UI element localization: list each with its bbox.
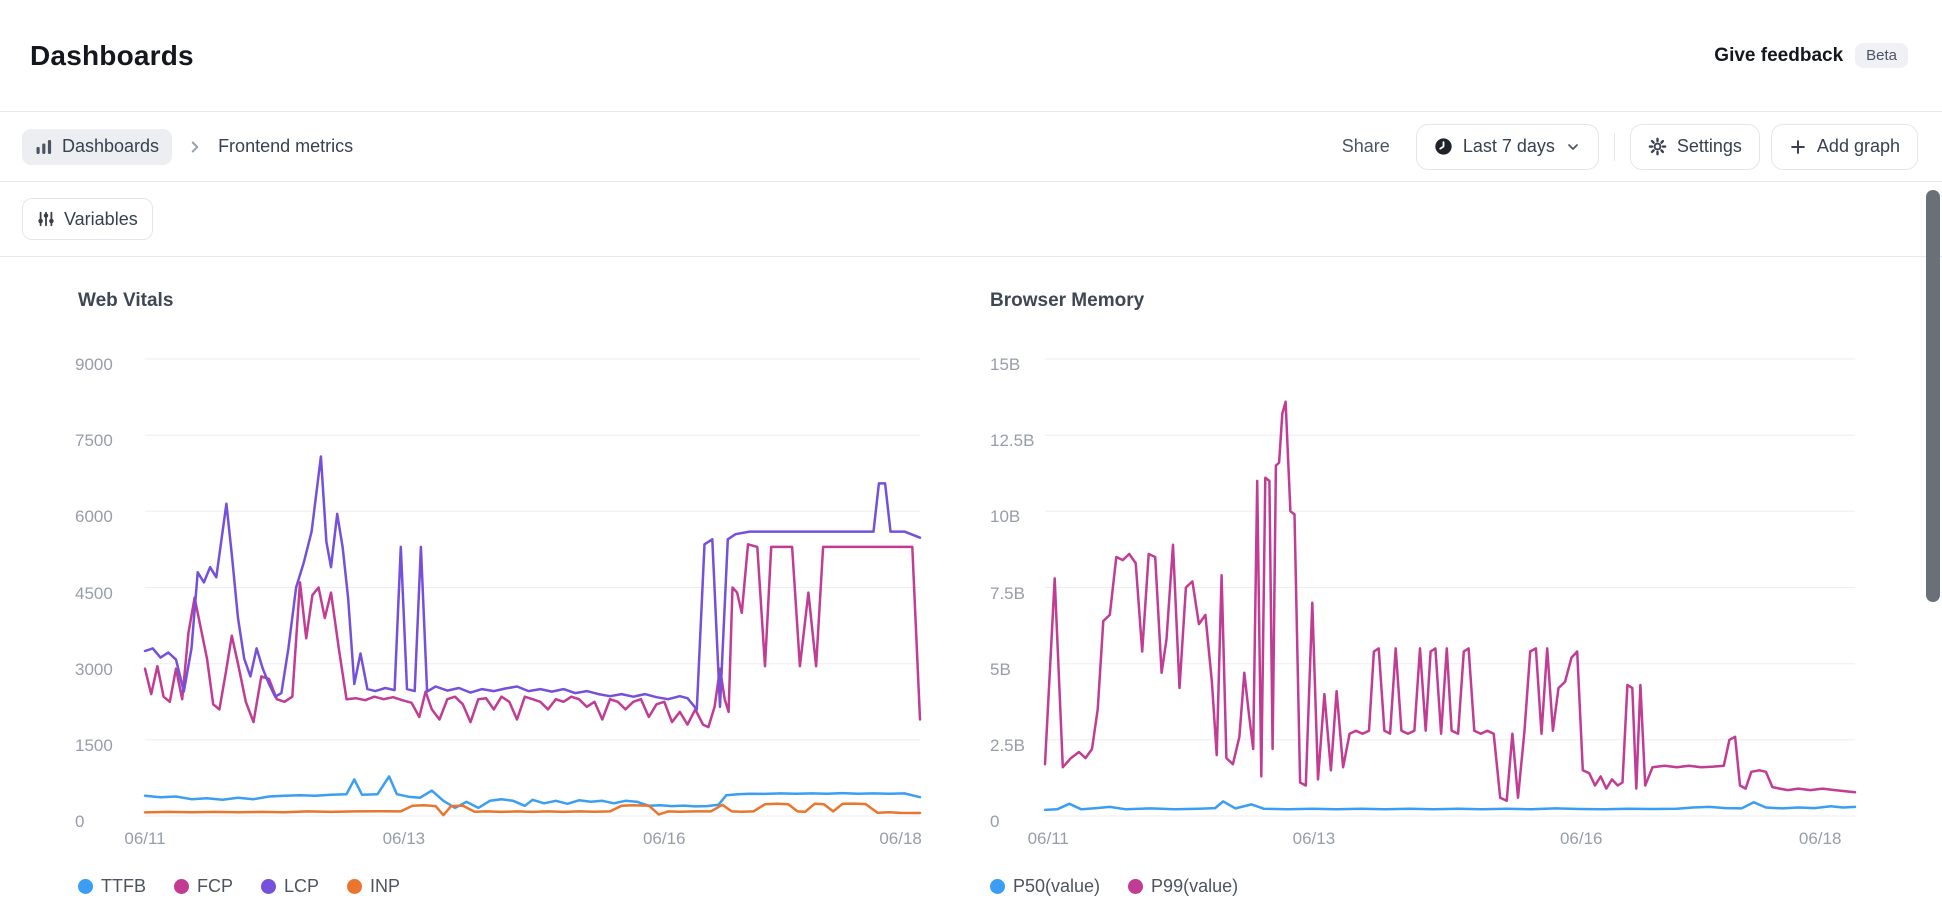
plus-icon — [1789, 138, 1807, 156]
chart-browser-memory: Browser Memory P50(value) P99(value) 0 2.5… — [975, 288, 1880, 922]
x-axis-tick-label: 06/13 — [1292, 829, 1336, 848]
legend-item-ttfb[interactable]: TTFB — [78, 876, 146, 897]
toolbar-divider — [1613, 132, 1615, 161]
give-feedback-link[interactable]: Give feedback — [1714, 44, 1844, 66]
y-axis-tick-label: 10B — [990, 507, 1021, 527]
y-axis-tick-label: 6000 — [75, 507, 113, 527]
breadcrumb-root-dashboards[interactable]: Dashboards — [22, 128, 173, 165]
x-axis-tick-label: 06/13 — [382, 829, 426, 848]
chevron-down-icon — [1565, 139, 1581, 155]
legend-label: LCP — [284, 876, 320, 896]
chart-title: Browser Memory — [990, 290, 1145, 311]
legend-dot — [990, 879, 1005, 894]
header-right-group: Give feedback Beta — [1714, 43, 1908, 68]
clock-icon — [1434, 137, 1453, 156]
gear-icon — [1648, 137, 1667, 156]
chart-legend: TTFB FCP LCP INP — [78, 876, 400, 897]
y-axis-tick-label: 0 — [990, 812, 1000, 831]
y-axis-tick-label: 7500 — [75, 431, 113, 451]
share-button[interactable]: Share — [1341, 136, 1390, 156]
variables-label: Variables — [64, 208, 138, 229]
y-axis-tick-label: 1500 — [75, 735, 113, 755]
browser-memory-plot-area[interactable] — [975, 288, 1880, 848]
legend-item-p99-value[interactable]: P99(value) — [1128, 876, 1238, 897]
legend-item-p50-value[interactable]: P50(value) — [990, 876, 1100, 897]
chart-web-vitals: Web Vitals TTFB FCP LCP INP 0 1500 3000 4500 60… — [60, 288, 940, 922]
breadcrumb: Dashboards Frontend metrics — [22, 128, 354, 165]
web-vitals-plot-area[interactable] — [60, 288, 940, 848]
beta-badge: Beta — [1855, 43, 1908, 68]
y-axis-tick-label: 15B — [990, 355, 1021, 374]
legend-dot — [78, 879, 93, 894]
chart-title: Web Vitals — [78, 290, 174, 311]
toolbar-actions: Share Last 7 days Settings Add graph — [1341, 123, 1918, 170]
y-axis-tick-label: 3000 — [75, 659, 113, 679]
legend-item-fcp[interactable]: FCP — [174, 876, 233, 897]
bar-chart-icon — [35, 138, 53, 156]
app-header: Dashboards Give feedback Beta — [0, 0, 1942, 112]
settings-button[interactable]: Settings — [1629, 123, 1760, 170]
variables-bar: Variables — [0, 182, 1942, 257]
vertical-scrollbar-thumb[interactable] — [1926, 190, 1940, 602]
legend-label: INP — [370, 876, 401, 896]
legend-dot — [347, 879, 363, 894]
time-range-label: Last 7 days — [1462, 136, 1555, 156]
y-axis-tick-label: 5B — [990, 659, 1011, 679]
legend-dot — [261, 879, 276, 894]
legend-label: FCP — [197, 876, 233, 896]
y-axis-tick-label: 12.5B — [990, 431, 1035, 451]
x-axis-tick-label: 06/11 — [1027, 829, 1069, 848]
variables-button[interactable]: Variables — [22, 198, 153, 240]
legend-label: TTFB — [101, 876, 146, 896]
legend-dot — [1128, 879, 1144, 894]
sliders-icon — [37, 210, 55, 228]
x-axis-tick-label: 06/16 — [1559, 829, 1603, 848]
legend-label: P99(value) — [1151, 876, 1239, 896]
breadcrumb-current-page: Frontend metrics — [218, 136, 354, 156]
breadcrumb-root-label: Dashboards — [62, 136, 160, 156]
page-title: Dashboards — [30, 39, 194, 71]
chart-legend: P50(value) P99(value) — [990, 876, 1238, 897]
legend-dot — [174, 879, 189, 894]
y-axis-tick-label: 2.5B — [990, 735, 1025, 755]
dashboard-toolbar: Dashboards Frontend metrics Share Last 7… — [0, 112, 1942, 182]
legend-item-lcp[interactable]: LCP — [261, 876, 319, 897]
chevron-right-icon — [186, 138, 204, 156]
y-axis-tick-label: 0 — [75, 812, 85, 831]
legend-label: P50(value) — [1013, 876, 1101, 896]
add-graph-label: Add graph — [1816, 136, 1900, 156]
x-axis-tick-label: 06/18 — [1798, 829, 1842, 848]
x-axis-tick-label: 06/11 — [124, 829, 166, 848]
x-axis-tick-label: 06/16 — [642, 829, 686, 848]
settings-label: Settings — [1676, 136, 1742, 156]
add-graph-button[interactable]: Add graph — [1770, 123, 1918, 170]
legend-item-inp[interactable]: INP — [347, 876, 400, 897]
y-axis-tick-label: 4500 — [75, 583, 113, 603]
y-axis-tick-label: 9000 — [75, 355, 113, 374]
x-axis-tick-label: 06/18 — [879, 829, 922, 848]
y-axis-tick-label: 7.5B — [990, 583, 1025, 603]
time-range-button[interactable]: Last 7 days — [1415, 123, 1599, 170]
